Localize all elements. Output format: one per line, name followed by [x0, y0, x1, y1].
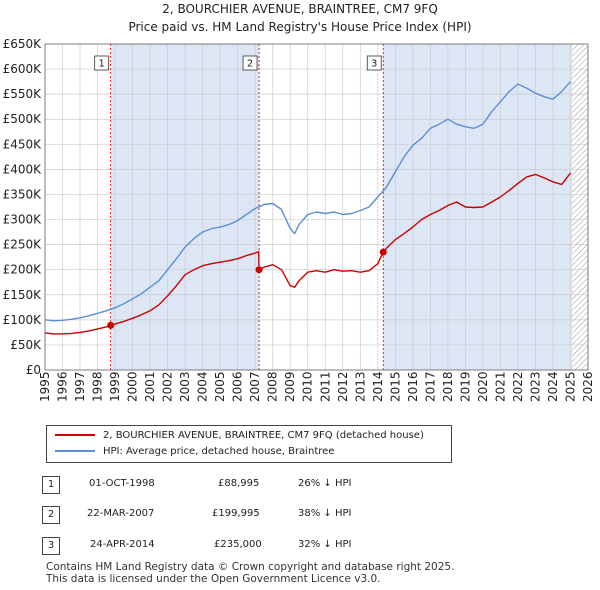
sale-label-box — [242, 55, 258, 71]
legend-swatch-hpi — [55, 450, 95, 452]
x-tick-label: 2005 — [213, 371, 227, 402]
legend-item-hpi: HPI: Average price, detached house, Brai… — [55, 445, 334, 459]
x-tick-label: 1997 — [73, 371, 87, 402]
sale-point — [379, 248, 387, 256]
chart-title-subtitle: Price paid vs. HM Land Registry's House … — [128, 20, 472, 34]
sale-point — [107, 321, 115, 329]
x-tick-label: 2012 — [336, 371, 350, 402]
y-tick-label: £150K — [3, 288, 43, 302]
sale-date: 01-OCT-1998 — [89, 478, 155, 489]
x-tick-label: 2024 — [546, 371, 560, 402]
price-paid-line — [44, 172, 572, 335]
y-tick-label: £350K — [3, 187, 43, 201]
legend-label-price-paid: 2, BOURCHIER AVENUE, BRAINTREE, CM7 9FQ … — [103, 430, 424, 441]
sale-date: 24-APR-2014 — [90, 539, 155, 550]
legend-swatch-price-paid — [55, 434, 95, 436]
footer-copyright: Contains HM Land Registry data © Crown c… — [46, 561, 455, 573]
forecast-hatch — [572, 44, 588, 370]
x-tick-label: 2013 — [353, 371, 367, 402]
footer-license: This data is licensed under the Open Gov… — [46, 573, 381, 585]
sale-hpi-diff: 38% ↓ HPI — [298, 508, 352, 519]
sale-label-box — [366, 55, 382, 71]
y-tick-label: £600K — [3, 62, 43, 76]
x-tick-label: 2010 — [301, 371, 315, 402]
x-tick-label: 2025 — [563, 371, 577, 402]
sale-badge: 3 — [42, 537, 60, 555]
y-tick-label: £450K — [3, 137, 43, 151]
x-tick-label: 2002 — [161, 371, 175, 402]
x-tick-label: 2019 — [458, 371, 472, 402]
x-tick-label: 2022 — [511, 371, 525, 402]
x-tick-label: 2018 — [441, 371, 455, 402]
y-tick-label: £550K — [3, 87, 43, 101]
x-tick-label: 2004 — [196, 371, 210, 402]
plot-frame — [44, 43, 589, 371]
x-tick-label: 2009 — [283, 371, 297, 402]
hpi-line — [44, 81, 572, 322]
x-tick-label: 2026 — [581, 371, 595, 402]
x-tick-label: 2016 — [406, 371, 420, 402]
y-tick-label: £50K — [10, 338, 42, 352]
x-tick-label: 2003 — [178, 371, 192, 402]
x-tick-label: 2000 — [126, 371, 140, 402]
x-tick-label: 2021 — [493, 371, 507, 402]
sale-label-box — [94, 55, 110, 71]
sale-label-number: 2 — [247, 59, 253, 70]
x-tick-label: 1998 — [91, 371, 105, 402]
sale-hpi-diff: 32% ↓ HPI — [298, 539, 352, 550]
x-tick-label: 2007 — [248, 371, 262, 402]
y-tick-label: £200K — [3, 263, 43, 277]
x-tick-label: 2008 — [266, 371, 280, 402]
x-tick-label: 2020 — [476, 371, 490, 402]
x-tick-label: 1995 — [38, 371, 52, 402]
y-tick-label: £500K — [3, 112, 43, 126]
sale-point — [255, 266, 263, 274]
sale-hpi-diff: 26% ↓ HPI — [298, 478, 352, 489]
sale-date: 22-MAR-2007 — [87, 508, 155, 519]
price-chart: 1 2 3 £0 £50K £100K £150K £200K £250K £300K £350K £… — [3, 37, 595, 402]
y-tick-label: £0 — [26, 363, 41, 377]
sale-label-number: 3 — [371, 59, 377, 70]
x-tick-label: 1999 — [108, 371, 122, 402]
x-tick-label: 2011 — [318, 371, 332, 402]
x-tick-label: 2014 — [371, 371, 385, 402]
x-tick-label: 2006 — [231, 371, 245, 402]
sale-price: £88,995 — [218, 478, 260, 489]
legend-item-price-paid: 2, BOURCHIER AVENUE, BRAINTREE, CM7 9FQ … — [55, 429, 424, 443]
legend-label-hpi: HPI: Average price, detached house, Brai… — [103, 446, 335, 457]
sale-badge: 2 — [42, 506, 60, 524]
x-tick-label: 1996 — [56, 371, 70, 402]
y-tick-label: £300K — [3, 213, 43, 227]
y-tick-label: £400K — [3, 162, 43, 176]
y-tick-label: £100K — [3, 313, 43, 327]
x-tick-label: 2017 — [423, 371, 437, 402]
sale-price: £199,995 — [212, 508, 260, 519]
x-tick-label: 2001 — [143, 371, 157, 402]
sale-price: £235,000 — [214, 539, 262, 550]
y-tick-label: £250K — [3, 238, 43, 252]
sale-badge: 1 — [42, 476, 60, 494]
x-tick-label: 2015 — [388, 371, 402, 402]
x-tick-label: 2023 — [528, 371, 542, 402]
sale-label-number: 1 — [98, 59, 104, 70]
chart-title-address: 2, BOURCHIER AVENUE, BRAINTREE, CM7 9FQ — [162, 2, 438, 16]
y-tick-label: £650K — [3, 37, 43, 51]
chart-legend: 2, BOURCHIER AVENUE, BRAINTREE, CM7 9FQ … — [46, 425, 452, 463]
